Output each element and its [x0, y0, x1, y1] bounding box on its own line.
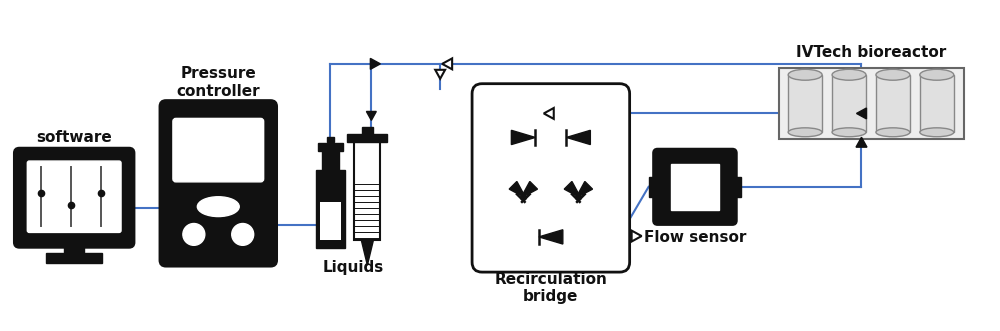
Polygon shape: [366, 112, 376, 120]
Polygon shape: [509, 181, 526, 198]
Bar: [347, 134, 387, 142]
Polygon shape: [370, 58, 380, 69]
Text: Recirculation
bridge: Recirculation bridge: [494, 272, 607, 305]
Polygon shape: [856, 137, 867, 147]
Bar: [64, 240, 84, 255]
Text: Pressure
controller: Pressure controller: [176, 66, 260, 99]
Polygon shape: [511, 130, 535, 145]
Polygon shape: [539, 230, 563, 244]
Text: software: software: [36, 130, 112, 145]
Polygon shape: [435, 70, 445, 79]
Bar: [322, 150, 339, 170]
Polygon shape: [576, 181, 593, 198]
Ellipse shape: [197, 197, 239, 216]
FancyBboxPatch shape: [173, 118, 264, 182]
Circle shape: [183, 223, 205, 245]
Bar: [362, 127, 373, 134]
Bar: [732, 177, 741, 197]
Bar: [649, 177, 658, 197]
Bar: [671, 164, 719, 210]
Polygon shape: [361, 240, 373, 265]
Bar: [354, 138, 380, 240]
Ellipse shape: [832, 69, 866, 80]
Polygon shape: [442, 58, 452, 69]
Text: IVTech bioreactor: IVTech bioreactor: [796, 45, 947, 60]
Bar: [327, 137, 334, 142]
Ellipse shape: [920, 69, 954, 80]
Circle shape: [232, 223, 254, 245]
Ellipse shape: [832, 128, 866, 137]
Polygon shape: [564, 181, 581, 198]
Text: Liquids: Liquids: [322, 260, 384, 275]
Bar: [788, 75, 822, 132]
Bar: [920, 75, 954, 132]
Ellipse shape: [920, 128, 954, 137]
Bar: [46, 253, 102, 263]
Ellipse shape: [788, 128, 822, 137]
FancyBboxPatch shape: [27, 161, 121, 232]
FancyBboxPatch shape: [160, 101, 277, 266]
Ellipse shape: [876, 69, 910, 80]
Polygon shape: [632, 231, 642, 242]
Ellipse shape: [876, 128, 910, 137]
Ellipse shape: [788, 69, 822, 80]
FancyBboxPatch shape: [654, 149, 736, 224]
Polygon shape: [857, 108, 866, 119]
Polygon shape: [521, 181, 537, 198]
Bar: [876, 75, 910, 132]
Bar: [318, 143, 343, 151]
Bar: [779, 68, 964, 139]
Bar: [320, 202, 341, 240]
Polygon shape: [544, 108, 554, 119]
Text: Flow sensor: Flow sensor: [644, 230, 746, 246]
Polygon shape: [566, 130, 590, 145]
Bar: [316, 170, 345, 248]
Bar: [832, 75, 866, 132]
FancyBboxPatch shape: [472, 84, 630, 272]
FancyBboxPatch shape: [14, 148, 134, 247]
